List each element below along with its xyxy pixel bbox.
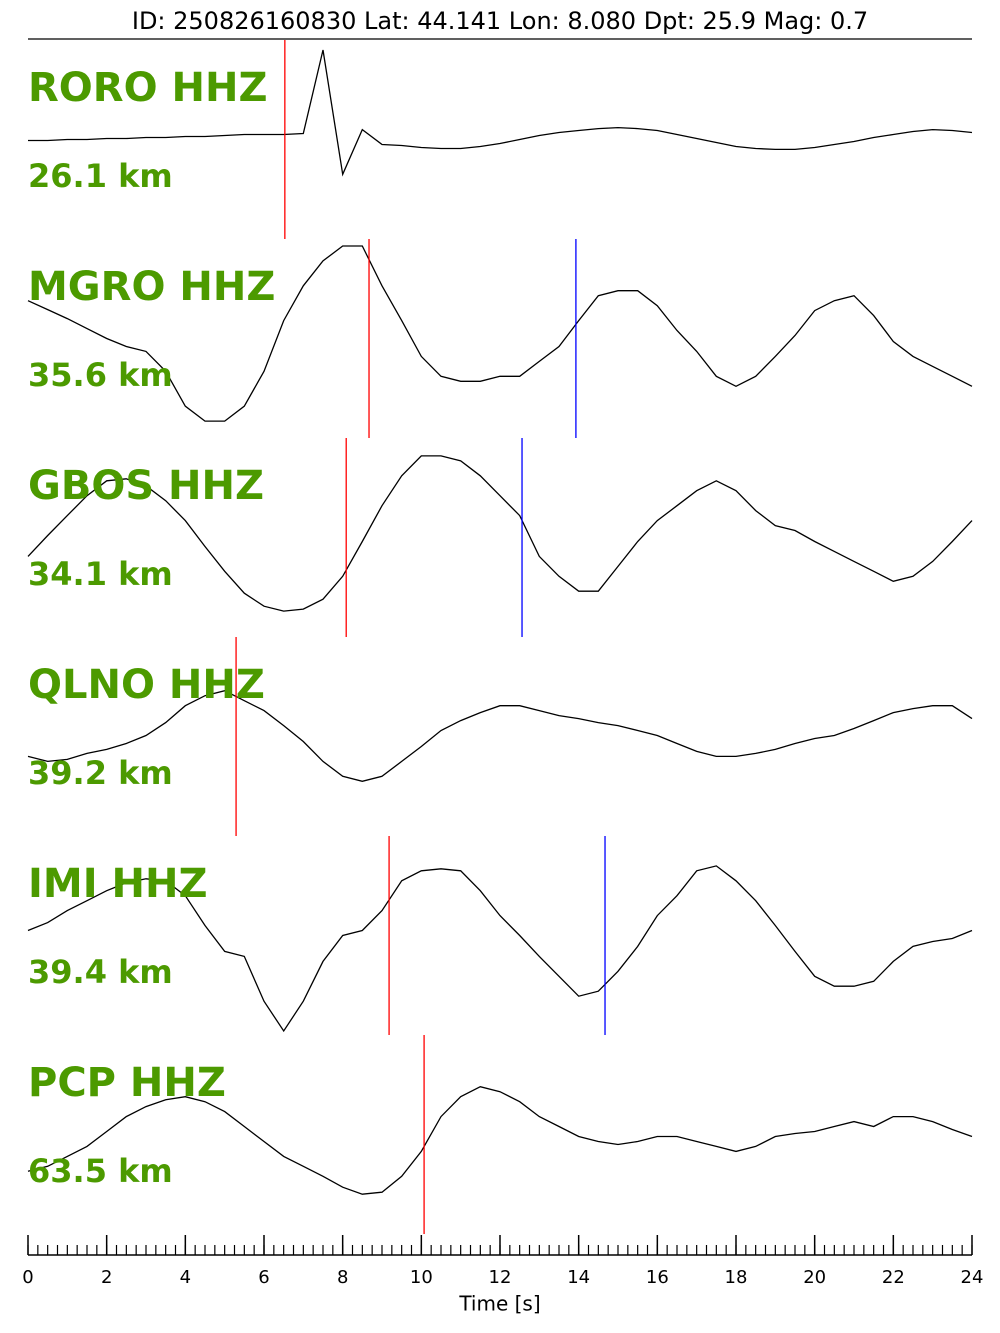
chart-title: ID: 250826160830 Lat: 44.141 Lon: 8.080 … <box>132 7 868 35</box>
x-tick-label: 0 <box>22 1267 33 1288</box>
distance-label: 63.5 km <box>28 1152 173 1190</box>
x-tick-label: 16 <box>646 1267 669 1288</box>
x-tick-label: 8 <box>337 1267 348 1288</box>
x-tick-label: 6 <box>258 1267 269 1288</box>
distance-label: 26.1 km <box>28 157 173 195</box>
waveform <box>27 245 973 422</box>
station-label: QLNO HHZ <box>28 662 265 708</box>
distance-label: 34.1 km <box>28 555 173 593</box>
x-axis-label: Time [s] <box>458 1292 540 1316</box>
waveform <box>27 1086 973 1195</box>
x-tick-label: 14 <box>567 1267 590 1288</box>
station-label: RORO HHZ <box>28 65 268 111</box>
station-label: MGRO HHZ <box>28 264 275 310</box>
waveform <box>27 690 973 782</box>
distance-label: 39.2 km <box>28 754 173 792</box>
x-tick-label: 10 <box>410 1267 433 1288</box>
waveform <box>27 455 973 612</box>
x-tick-label: 4 <box>180 1267 191 1288</box>
waveform <box>27 865 973 1033</box>
x-tick-label: 12 <box>489 1267 512 1288</box>
station-label: GBOS HHZ <box>28 463 264 509</box>
x-tick-label: 20 <box>803 1267 826 1288</box>
waveform <box>28 49 973 177</box>
station-label: IMI HHZ <box>28 861 207 907</box>
x-tick-label: 22 <box>882 1267 905 1288</box>
x-tick-label: 18 <box>725 1267 748 1288</box>
x-tick-label: 24 <box>961 1267 984 1288</box>
distance-label: 35.6 km <box>28 356 173 394</box>
x-tick-label: 2 <box>101 1267 112 1288</box>
distance-label: 39.4 km <box>28 953 173 991</box>
station-label: PCP HHZ <box>28 1060 226 1106</box>
